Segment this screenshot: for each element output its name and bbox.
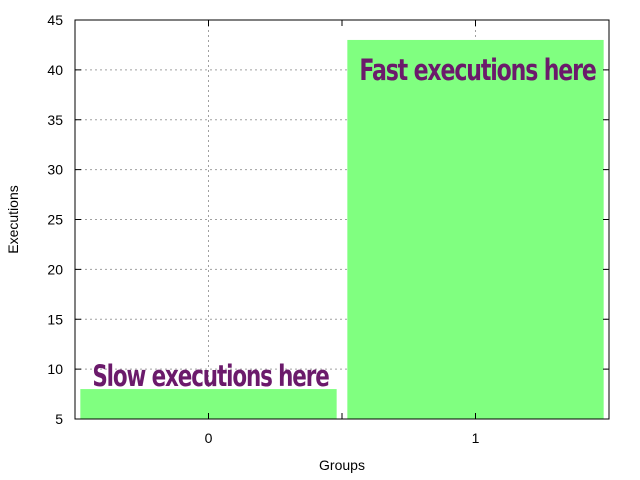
x-tick-label: 1 [472,430,480,446]
y-tick-label: 30 [47,162,63,178]
annotations: Slow executions here Fast executions here [92,53,597,393]
axis-ticks: 5 10 15 20 25 30 35 40 45 0 1 [47,12,609,446]
y-tick-label: 15 [47,311,63,327]
annotation-1: Fast executions here [359,53,596,87]
y-tick-label: 10 [47,361,63,377]
annotation-0: Slow executions here [92,359,329,393]
bar-1 [347,39,604,419]
x-tick-label: 0 [205,430,213,446]
y-tick-label: 45 [47,12,63,28]
y-tick-label: 40 [47,62,63,78]
bars [80,39,604,419]
y-axis-label: Executions [5,185,21,253]
y-tick-label: 5 [55,411,63,427]
x-axis-label: Groups [319,457,365,473]
y-tick-label: 35 [47,112,63,128]
y-tick-label: 20 [47,261,63,277]
y-tick-label: 25 [47,212,63,228]
